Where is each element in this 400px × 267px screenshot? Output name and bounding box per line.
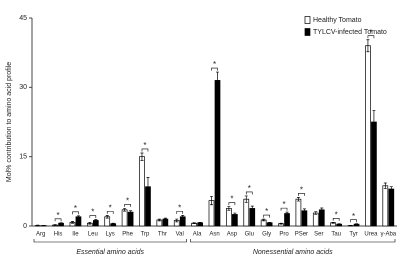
x-tick-label: Ser <box>314 232 323 238</box>
x-tick-label: Ala <box>193 232 202 238</box>
bar <box>302 211 307 226</box>
significance-marker: * <box>109 203 112 212</box>
x-tick-label: Leu <box>88 232 98 238</box>
significance-marker: * <box>57 211 60 220</box>
significance-marker: * <box>248 184 251 193</box>
significance-marker: * <box>143 141 146 150</box>
significance-marker: * <box>126 197 129 206</box>
y-axis-label: Mol% contribution to amino acid profile <box>6 62 13 182</box>
x-tick-label: Asn <box>209 232 219 238</box>
significance-marker: * <box>213 60 216 69</box>
y-tick-label: 0 <box>23 223 27 230</box>
y-tick-label: 30 <box>19 84 27 91</box>
x-tick-label: His <box>54 232 63 238</box>
x-tick-label: γ-Aba <box>380 232 396 238</box>
bar <box>122 210 127 226</box>
x-tick-label: Ile <box>72 232 79 238</box>
significance-marker: * <box>300 185 303 194</box>
bar <box>285 214 290 226</box>
bar <box>383 186 388 226</box>
significance-marker: * <box>335 210 338 219</box>
x-tick-label: Asp <box>227 232 238 238</box>
x-tick-label: Urea <box>364 232 378 238</box>
x-tick-label: Trp <box>141 232 150 238</box>
y-tick-label: 15 <box>19 154 27 161</box>
significance-marker: * <box>230 195 233 204</box>
bar <box>296 199 301 226</box>
bar <box>319 210 324 226</box>
x-tick-label: Glu <box>245 232 254 238</box>
significance-marker: * <box>352 212 355 221</box>
x-tick-label: Gly <box>262 232 271 238</box>
bar <box>226 208 231 226</box>
bar <box>389 189 394 226</box>
group-bracket <box>34 239 186 242</box>
x-tick-label: Tau <box>331 232 341 238</box>
x-tick-label: Thr <box>158 232 167 238</box>
significance-marker: * <box>74 204 77 213</box>
y-tick-label: 45 <box>19 15 27 22</box>
x-tick-label: Pro <box>279 232 289 238</box>
bar <box>76 217 81 226</box>
bar <box>244 199 249 226</box>
bar <box>313 213 318 226</box>
bar <box>215 80 220 226</box>
bar <box>139 157 144 226</box>
significance-marker: * <box>282 200 285 209</box>
legend-swatch <box>305 17 310 24</box>
x-tick-label: PSer <box>295 232 308 238</box>
group-bracket <box>190 239 395 242</box>
x-tick-label: Tyr <box>349 232 357 238</box>
bar <box>128 212 133 226</box>
x-tick-label: Arg <box>36 232 45 238</box>
group-label: Essential amino acids <box>76 249 144 256</box>
significance-marker: * <box>178 203 181 212</box>
significance-marker: * <box>265 207 268 216</box>
group-label: Nonessential amino acids <box>253 249 333 256</box>
x-tick-label: Phe <box>122 232 133 238</box>
bar <box>365 46 370 226</box>
x-tick-label: Lys <box>106 232 115 238</box>
legend-swatch <box>305 29 310 36</box>
x-tick-label: Val <box>176 232 184 238</box>
legend-label: TYLCV-infected Tomato <box>313 29 387 36</box>
bar <box>371 122 376 226</box>
significance-marker: * <box>91 208 94 217</box>
legend-label: Healthy Tomato <box>313 17 362 24</box>
